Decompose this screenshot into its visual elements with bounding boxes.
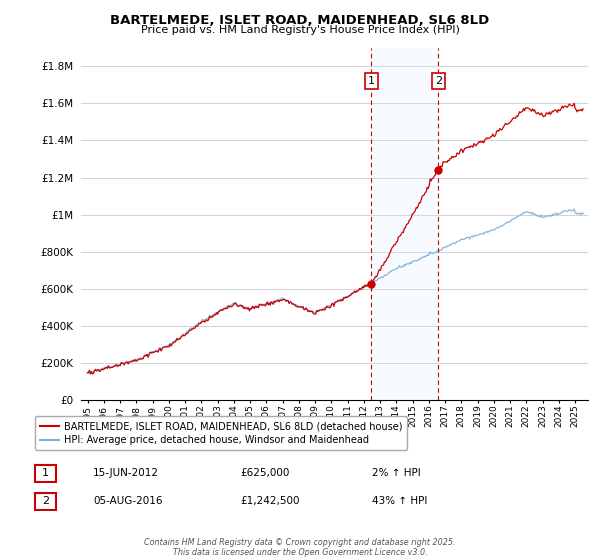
Text: 05-AUG-2016: 05-AUG-2016 [93, 496, 163, 506]
Text: 15-JUN-2012: 15-JUN-2012 [93, 468, 159, 478]
Text: £625,000: £625,000 [240, 468, 289, 478]
Text: 2: 2 [42, 496, 49, 506]
Text: 1: 1 [368, 76, 375, 86]
Text: 1: 1 [42, 468, 49, 478]
Legend: BARTELMEDE, ISLET ROAD, MAIDENHEAD, SL6 8LD (detached house), HPI: Average price: BARTELMEDE, ISLET ROAD, MAIDENHEAD, SL6 … [35, 417, 407, 450]
Text: 2: 2 [435, 76, 442, 86]
Text: BARTELMEDE, ISLET ROAD, MAIDENHEAD, SL6 8LD: BARTELMEDE, ISLET ROAD, MAIDENHEAD, SL6 … [110, 14, 490, 27]
Text: 43% ↑ HPI: 43% ↑ HPI [372, 496, 427, 506]
Bar [35, 493, 56, 510]
Text: Price paid vs. HM Land Registry's House Price Index (HPI): Price paid vs. HM Land Registry's House … [140, 25, 460, 35]
Bar [35, 465, 56, 482]
Bar [371, 48, 439, 400]
Text: 2% ↑ HPI: 2% ↑ HPI [372, 468, 421, 478]
Text: £1,242,500: £1,242,500 [240, 496, 299, 506]
Text: Contains HM Land Registry data © Crown copyright and database right 2025.
This d: Contains HM Land Registry data © Crown c… [144, 538, 456, 557]
